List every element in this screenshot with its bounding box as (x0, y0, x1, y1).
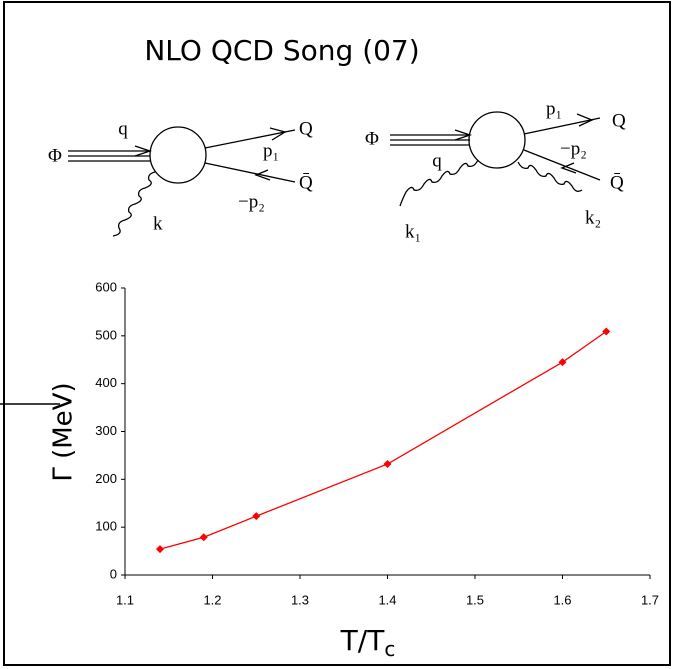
label: −p₂ (238, 191, 265, 212)
x-tick-label: 1.4 (378, 592, 396, 607)
label: Φ (48, 145, 62, 166)
point (199, 533, 208, 542)
label: −p₂ (560, 138, 587, 159)
label: q (432, 150, 442, 171)
point (156, 545, 164, 554)
x-tick-label: 1.2 (203, 592, 221, 607)
y-tick-label: 0 (110, 566, 117, 581)
point (383, 460, 392, 469)
x-tick-label: 1.5 (466, 592, 484, 607)
x-axis-title: T/Tc (340, 624, 396, 661)
label: k (153, 213, 163, 234)
y-tick-label: 300 (95, 423, 117, 438)
x-axis-title-main: T/T (340, 624, 386, 657)
y-tick-label: 400 (95, 375, 117, 390)
y-tick-label: 200 (95, 471, 117, 486)
y-tick-label: 600 (95, 279, 117, 294)
feynman-diagram-left (68, 126, 296, 237)
label: Q (612, 110, 626, 131)
frame (3, 1, 671, 666)
point (558, 358, 567, 367)
label: p₁ (263, 140, 279, 161)
y-tick-label: 100 (95, 519, 117, 534)
series-line (159, 330, 607, 550)
label: k₂ (585, 207, 601, 228)
label: q (118, 118, 128, 139)
x-axis-title-subscript: c (384, 637, 395, 661)
label: Q̄ (610, 172, 624, 193)
x-tick-label: 1.6 (553, 592, 571, 607)
title: NLO QCD Song (07) (144, 34, 419, 67)
feynman-diagram-right (390, 111, 601, 207)
x-tick-label: 1.7 (641, 592, 659, 607)
label: k₁ (405, 221, 421, 242)
point (252, 512, 261, 521)
x-tick-label: 1.3 (291, 592, 309, 607)
point (602, 327, 611, 336)
label: Q̄ (299, 172, 313, 193)
x-tick-label: 1.1 (116, 592, 134, 607)
label: Φ (365, 128, 379, 149)
y-tick-label: 500 (95, 327, 117, 342)
label: Q (299, 118, 313, 139)
y-axis-title: Γ (MeV) (49, 382, 79, 481)
label: p₁ (546, 98, 562, 119)
